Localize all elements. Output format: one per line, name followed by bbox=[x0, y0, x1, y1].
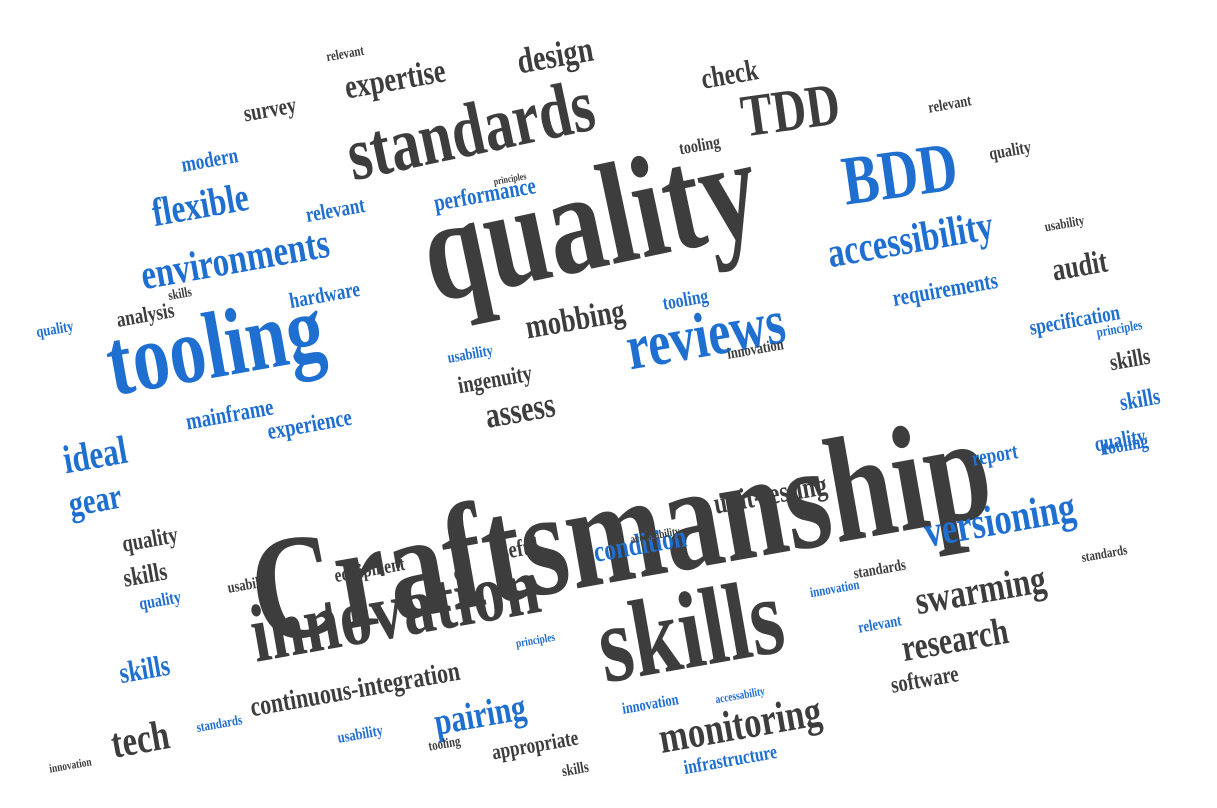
cloud-word: usability bbox=[445, 342, 494, 367]
cloud-word: tech bbox=[107, 712, 173, 768]
cloud-word: skills bbox=[587, 553, 793, 707]
cloud-word: swarming bbox=[911, 555, 1049, 624]
cloud-word: usability bbox=[1043, 213, 1086, 236]
cloud-word: experience bbox=[265, 404, 355, 446]
cloud-word: quality bbox=[34, 317, 75, 342]
cloud-word: relevant bbox=[324, 43, 365, 66]
cloud-word: relevant bbox=[857, 612, 903, 637]
cloud-word: skills bbox=[1117, 383, 1163, 417]
cloud-word: modern bbox=[179, 142, 241, 177]
cloud-word: report bbox=[969, 438, 1020, 471]
cloud-word: audit bbox=[1049, 242, 1111, 288]
cloud-word: requirements bbox=[890, 267, 1000, 313]
cloud-word: skills bbox=[117, 648, 173, 691]
cloud-word: relevant bbox=[303, 192, 367, 228]
cloud-word: tooling bbox=[427, 734, 463, 755]
cloud-word: quality bbox=[137, 586, 183, 614]
cloud-word: usability bbox=[335, 722, 384, 747]
cloud-word: quality bbox=[987, 136, 1033, 164]
cloud-word: quality bbox=[120, 522, 180, 558]
cloud-word: pairing bbox=[430, 686, 530, 744]
cloud-word: BDD bbox=[837, 128, 963, 221]
cloud-word: skills bbox=[1107, 343, 1153, 377]
cloud-word: standards bbox=[1080, 543, 1129, 566]
cloud-word: skills bbox=[120, 556, 170, 593]
cloud-word: relevant bbox=[927, 92, 973, 117]
cloud-word: ideal bbox=[59, 426, 131, 483]
cloud-word: innovation bbox=[809, 577, 861, 602]
cloud-word: survey bbox=[241, 92, 299, 128]
cloud-word: research bbox=[898, 609, 1012, 671]
cloud-word: gear bbox=[65, 475, 125, 525]
cloud-word: standards bbox=[195, 713, 244, 736]
cloud-word: flexible bbox=[148, 173, 252, 236]
cloud-word: innovation bbox=[47, 754, 93, 776]
cloud-word: software bbox=[889, 661, 961, 699]
cloud-word: skills bbox=[560, 758, 590, 781]
